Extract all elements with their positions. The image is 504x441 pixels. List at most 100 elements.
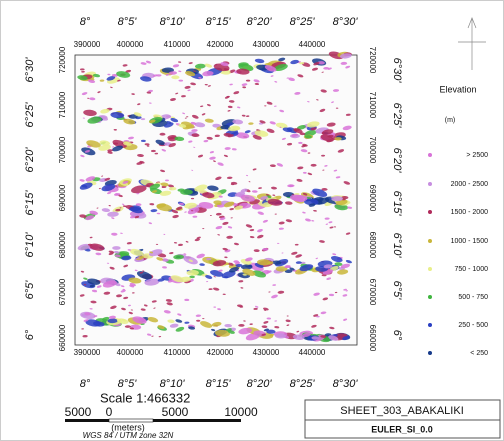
euler-point [272, 284, 277, 286]
euler-point [183, 253, 187, 255]
euler-point [234, 205, 244, 211]
euler-point [284, 265, 291, 269]
euler-point [131, 185, 147, 194]
euler-point [254, 305, 259, 308]
euler-point [166, 302, 173, 306]
euler-point [217, 162, 224, 166]
euler-point [345, 259, 352, 264]
euler-point [147, 333, 152, 336]
euler-point [252, 168, 257, 171]
euler-point [199, 263, 205, 266]
euler-point [168, 143, 176, 148]
euler-point [332, 89, 340, 92]
euler-point [299, 132, 306, 136]
euler-point [190, 210, 194, 212]
euler-point [87, 116, 102, 124]
northing-label: 690000 [58, 184, 67, 211]
euler-point [184, 211, 187, 213]
euler-point [274, 213, 277, 215]
euler-point [246, 115, 250, 118]
euler-point [188, 62, 193, 65]
euler-point [345, 290, 348, 292]
easting-label: 400000 [117, 40, 144, 49]
euler-point [81, 92, 88, 96]
euler-point [342, 294, 348, 297]
euler-point [249, 229, 255, 232]
euler-point [95, 252, 102, 256]
euler-point [104, 177, 111, 181]
euler-point [320, 335, 327, 338]
euler-point [271, 186, 277, 190]
euler-point [126, 242, 132, 245]
euler-point [274, 320, 278, 322]
euler-point [297, 166, 304, 170]
euler-point [195, 314, 202, 317]
longitude-label: 8°30' [333, 378, 359, 390]
euler-point [201, 113, 206, 116]
euler-point [188, 326, 196, 330]
euler-point [204, 63, 213, 68]
euler-point [155, 139, 166, 146]
euler-point [342, 335, 350, 341]
latitude-label: 6°15' [391, 191, 403, 217]
euler-point [209, 156, 216, 160]
euler-point [268, 291, 271, 293]
euler-point [162, 258, 168, 262]
euler-point [120, 285, 125, 288]
longitude-label: 8° [80, 16, 91, 28]
euler-point [123, 118, 136, 125]
euler-point [220, 62, 229, 67]
euler-point [137, 153, 144, 158]
euler-point [110, 86, 113, 89]
euler-point [227, 226, 233, 229]
euler-point [227, 134, 234, 138]
euler-point [200, 105, 204, 108]
euler-point [136, 192, 140, 195]
euler-point [146, 91, 152, 94]
euler-point [84, 150, 91, 153]
euler-point [144, 143, 150, 146]
euler-point [116, 318, 129, 324]
euler-point [298, 141, 303, 144]
euler-point [223, 68, 229, 71]
euler-point [335, 107, 339, 109]
euler-point [80, 68, 85, 71]
euler-point [230, 183, 235, 186]
euler-point [101, 184, 116, 192]
euler-point [98, 144, 111, 151]
easting-label: 390000 [74, 348, 101, 357]
euler-point [79, 294, 85, 297]
euler-point [190, 197, 195, 200]
euler-point [320, 311, 327, 315]
northing-label: 710000 [58, 91, 67, 118]
euler-point [107, 191, 112, 195]
euler-point [215, 212, 222, 216]
euler-point [100, 108, 110, 114]
euler-point [89, 236, 93, 239]
euler-point [170, 118, 179, 123]
euler-point [89, 210, 99, 215]
sheet-box [304, 399, 501, 439]
euler-point [244, 130, 251, 134]
euler-point [311, 220, 315, 222]
euler-point [115, 193, 119, 196]
euler-point [311, 67, 319, 71]
euler-point [316, 315, 320, 318]
euler-point [172, 214, 179, 219]
euler-point [241, 114, 246, 117]
easting-label: 400000 [117, 348, 144, 357]
euler-point [313, 209, 317, 212]
euler-point [175, 319, 183, 323]
euler-point [202, 70, 214, 77]
euler-point [139, 271, 144, 274]
euler-point [83, 319, 89, 322]
euler-point [240, 188, 248, 193]
euler-point [313, 62, 320, 66]
euler-point [296, 330, 300, 333]
euler-point [207, 185, 219, 191]
euler-point [202, 256, 218, 264]
euler-point [294, 91, 301, 95]
euler-point [151, 300, 157, 303]
euler-point [266, 270, 272, 274]
euler-point [189, 275, 195, 279]
